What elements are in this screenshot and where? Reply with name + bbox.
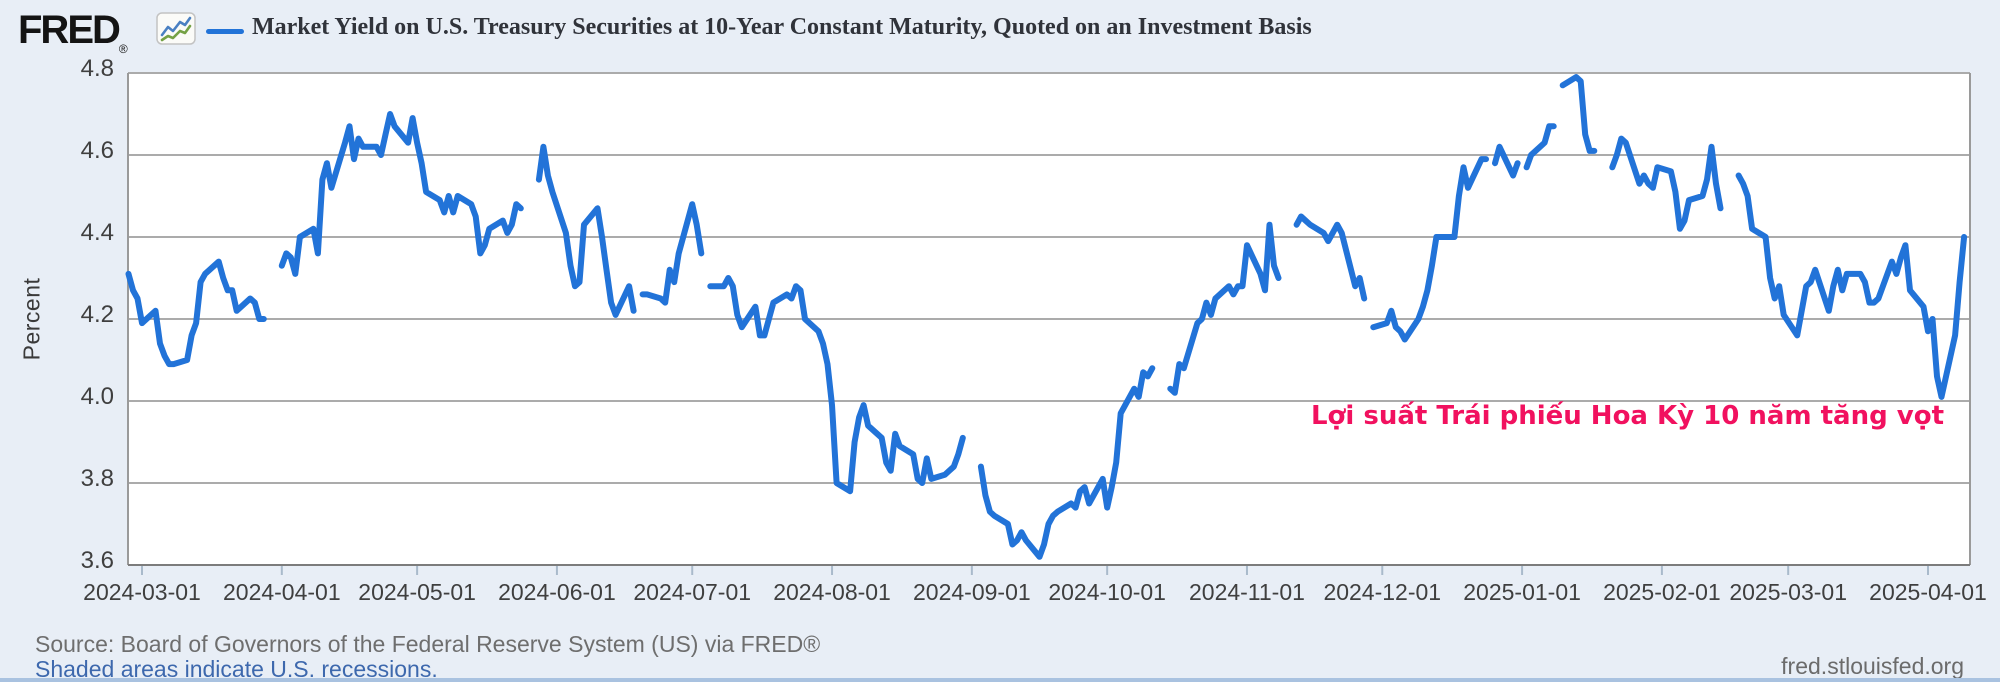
y-tick-label: 4.0 bbox=[81, 383, 114, 410]
x-tick-label: 2024-07-01 bbox=[633, 579, 751, 605]
x-tick-label: 2024-09-01 bbox=[913, 579, 1031, 605]
y-tick-label: 4.8 bbox=[81, 55, 114, 82]
x-tick-label: 2024-05-01 bbox=[358, 579, 476, 605]
y-tick-label: 3.6 bbox=[81, 547, 114, 574]
recessions-link[interactable]: Shaded areas indicate U.S. recessions. bbox=[35, 656, 438, 682]
x-tick-label: 2024-03-01 bbox=[83, 579, 201, 605]
x-tick-label: 2025-01-01 bbox=[1463, 579, 1581, 605]
y-tick-label: 3.8 bbox=[81, 465, 114, 492]
legend-line-swatch bbox=[206, 29, 244, 34]
y-axis-title: Percent bbox=[18, 277, 45, 361]
y-tick-label: 4.4 bbox=[81, 219, 114, 246]
y-tick-label: 4.2 bbox=[81, 301, 114, 328]
y-tick-label: 4.6 bbox=[81, 137, 114, 164]
x-tick-label: 2024-12-01 bbox=[1323, 579, 1441, 605]
chart-header: FRED® Market Yield on U.S. Treasury Secu… bbox=[0, 0, 2000, 56]
x-tick-label: 2024-11-01 bbox=[1189, 579, 1305, 605]
x-tick-label: 2025-03-01 bbox=[1729, 579, 1847, 605]
yield-line bbox=[125, 74, 1968, 560]
x-tick-label: 2024-06-01 bbox=[498, 579, 616, 605]
x-tick-label: 2025-04-01 bbox=[1869, 579, 1987, 605]
fred-logo-chart-icon bbox=[156, 12, 196, 45]
source-text: Source: Board of Governors of the Federa… bbox=[35, 631, 821, 657]
fred-logo-text: FRED bbox=[18, 8, 121, 52]
x-tick-label: 2024-04-01 bbox=[223, 579, 341, 605]
fred-url-link[interactable]: fred.stlouisfed.org bbox=[1781, 653, 1964, 679]
x-tick-label: 2025-02-01 bbox=[1603, 579, 1721, 605]
registered-mark: ® bbox=[118, 42, 128, 56]
x-tick-label: 2024-10-01 bbox=[1048, 579, 1166, 605]
x-tick-label: 2024-08-01 bbox=[773, 579, 891, 605]
bottom-strip bbox=[0, 678, 2000, 682]
fred-logo[interactable]: FRED® bbox=[18, 8, 128, 56]
series-title-link[interactable]: Market Yield on U.S. Treasury Securities… bbox=[252, 14, 1312, 40]
annotation-text: Lợi suất Trái phiếu Hoa Kỳ 10 năm tăng v… bbox=[1310, 401, 1944, 431]
